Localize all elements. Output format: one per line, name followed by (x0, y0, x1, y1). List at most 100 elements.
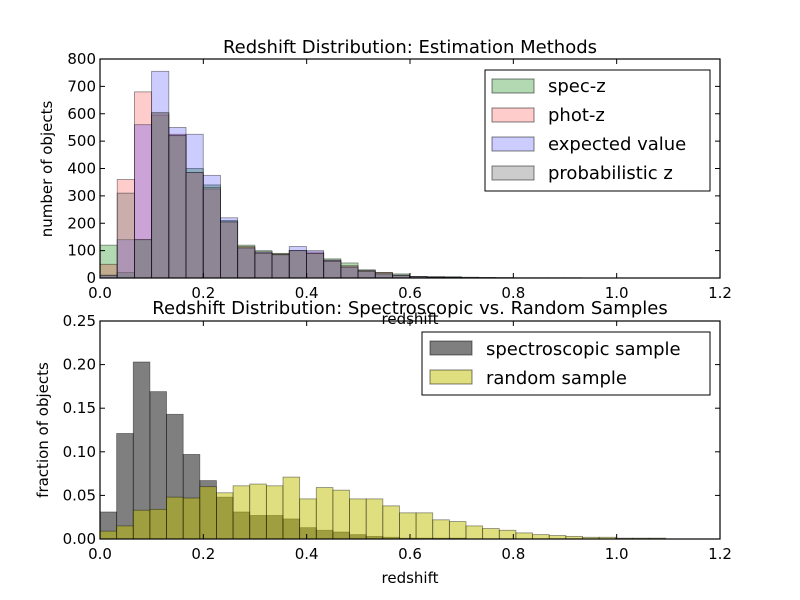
y-axis-label: fraction of objects (34, 362, 52, 498)
bar-probabilistic-z (374, 273, 393, 279)
bar-probabilistic-z (306, 252, 325, 279)
bar-random-sample (232, 485, 251, 540)
bar-probabilistic-z (237, 247, 256, 279)
bar-probabilistic-z (254, 252, 273, 279)
bar-probabilistic-z (134, 239, 153, 279)
panel-spectroscopic-vs-random: Redshift Distribution: Spectroscopic vs.… (34, 298, 732, 587)
bar-probabilistic-z (220, 221, 239, 279)
bar-random-sample (265, 485, 284, 540)
bar-random-sample (382, 505, 400, 540)
legend-swatch-expected-value (491, 136, 535, 152)
legend-swatch-spectroscopic-sample (429, 340, 473, 356)
x-tick-label: 0.2 (191, 284, 215, 302)
x-tick-label: 0.4 (295, 284, 319, 302)
bar-random-sample (282, 476, 301, 540)
bar-random-sample (216, 492, 234, 540)
legend-swatch-spec-z (491, 78, 535, 94)
y-tick-label: 400 (67, 160, 96, 178)
bar-random-sample (465, 525, 484, 540)
series-spec-z (99, 114, 583, 279)
bar-random-sample (432, 519, 450, 540)
bar-probabilistic-z (185, 172, 204, 279)
plot-frame (99, 58, 721, 279)
legend: spec-z phot-z expected value probabilist… (484, 69, 711, 192)
bar-random-sample (182, 497, 201, 540)
legend-swatch-phot-z (491, 107, 535, 123)
x-tick-label: 1.2 (708, 545, 732, 563)
series-phot-z (99, 91, 497, 279)
x-tick-label: 0.6 (398, 545, 422, 563)
bar-probabilistic-z (116, 192, 135, 279)
x-tick-label: 1.0 (605, 284, 629, 302)
bar-random-sample (116, 525, 134, 540)
bar-probabilistic-z (288, 250, 307, 279)
bar-probabilistic-z (168, 135, 187, 279)
y-tick-label: 700 (67, 77, 96, 95)
bar-random-sample (99, 530, 118, 540)
y-tick-label: 0.05 (63, 486, 96, 504)
bar-random-sample (448, 521, 467, 540)
histogram-bars (99, 70, 583, 279)
y-tick-label: 300 (67, 187, 96, 205)
bar-probabilistic-z (357, 270, 376, 279)
y-axis-label: number of objects (38, 101, 56, 238)
bar-random-sample (315, 487, 334, 540)
chart-title: Redshift Distribution: Spectroscopic vs.… (152, 298, 667, 319)
y-tick-label: 800 (67, 50, 96, 68)
bar-random-sample (149, 508, 167, 540)
bar-random-sample (199, 486, 217, 540)
legend-label-spectroscopic-sample: spectroscopic sample (486, 339, 681, 360)
bar-random-sample (349, 498, 367, 540)
legend-box (484, 69, 711, 192)
bar-probabilistic-z (271, 254, 290, 279)
bar-probabilistic-z (323, 261, 342, 279)
x-tick-label: 0.0 (88, 545, 112, 563)
bar-random-sample (482, 528, 500, 540)
legend-label-phot-z: phot-z (548, 105, 605, 126)
panel-estimation-methods: Redshift Distribution: Estimation Method… (38, 37, 732, 328)
x-tick-label: 0.0 (88, 284, 112, 302)
legend-label-spec-z: spec-z (548, 76, 606, 97)
y-tick-label: 100 (67, 242, 96, 260)
x-axis-label: redshift (382, 569, 439, 587)
y-tick-label: 0.00 (63, 530, 96, 548)
bar-probabilistic-z (202, 187, 221, 279)
y-tick-label: 600 (67, 105, 96, 123)
legend-swatch-probabilistic-z (491, 165, 535, 181)
x-tick-label: 0.6 (398, 284, 422, 302)
bar-probabilistic-z (151, 111, 170, 279)
x-tick-label: 0.8 (501, 545, 525, 563)
bar-probabilistic-z (340, 266, 359, 279)
bar-random-sample (415, 512, 434, 540)
x-axis-label: redshift (382, 310, 439, 328)
bar-random-sample (515, 532, 533, 540)
legend: spectroscopic sample random sample (421, 331, 711, 396)
y-tick-label: 0.20 (63, 356, 96, 374)
y-tick-label: 0.15 (63, 399, 96, 417)
legend-label-random-sample: random sample (486, 368, 627, 389)
y-tick-label: 200 (67, 214, 96, 232)
bar-random-sample (532, 534, 550, 540)
bar-random-sample (365, 498, 384, 540)
axis-ticks: 0.0 0.2 0.4 0.6 0.8 1.0 1.2 0.00 0.05 0.10 0.15 0.2… (63, 312, 732, 563)
chart-title: Redshift Distribution: Estimation Method… (223, 37, 597, 58)
y-tick-label: 0.10 (63, 443, 96, 461)
x-tick-label: 0.2 (191, 545, 215, 563)
plot-frame (99, 320, 721, 540)
legend-swatch-random-sample (429, 369, 473, 385)
bar-random-sample (166, 496, 184, 540)
bar-random-sample (249, 483, 267, 540)
bar-random-sample (299, 498, 317, 540)
legend-label-expected-value: expected value (548, 134, 686, 155)
bar-random-sample (132, 509, 151, 540)
bar-random-sample (399, 512, 417, 540)
legend-label-probabilistic-z: probabilistic z (548, 163, 673, 184)
x-tick-label: 0.8 (501, 284, 525, 302)
x-tick-label: 1.2 (708, 284, 732, 302)
y-tick-label: 500 (67, 132, 96, 150)
axis-ticks: 0.0 0.2 0.4 0.6 0.8 1.0 1.2 0 100 200 300 400 500 600… (67, 50, 732, 302)
y-tick-label: 0.25 (63, 312, 96, 330)
series-probabilistic-z (99, 111, 497, 279)
bar-random-sample (332, 489, 350, 540)
